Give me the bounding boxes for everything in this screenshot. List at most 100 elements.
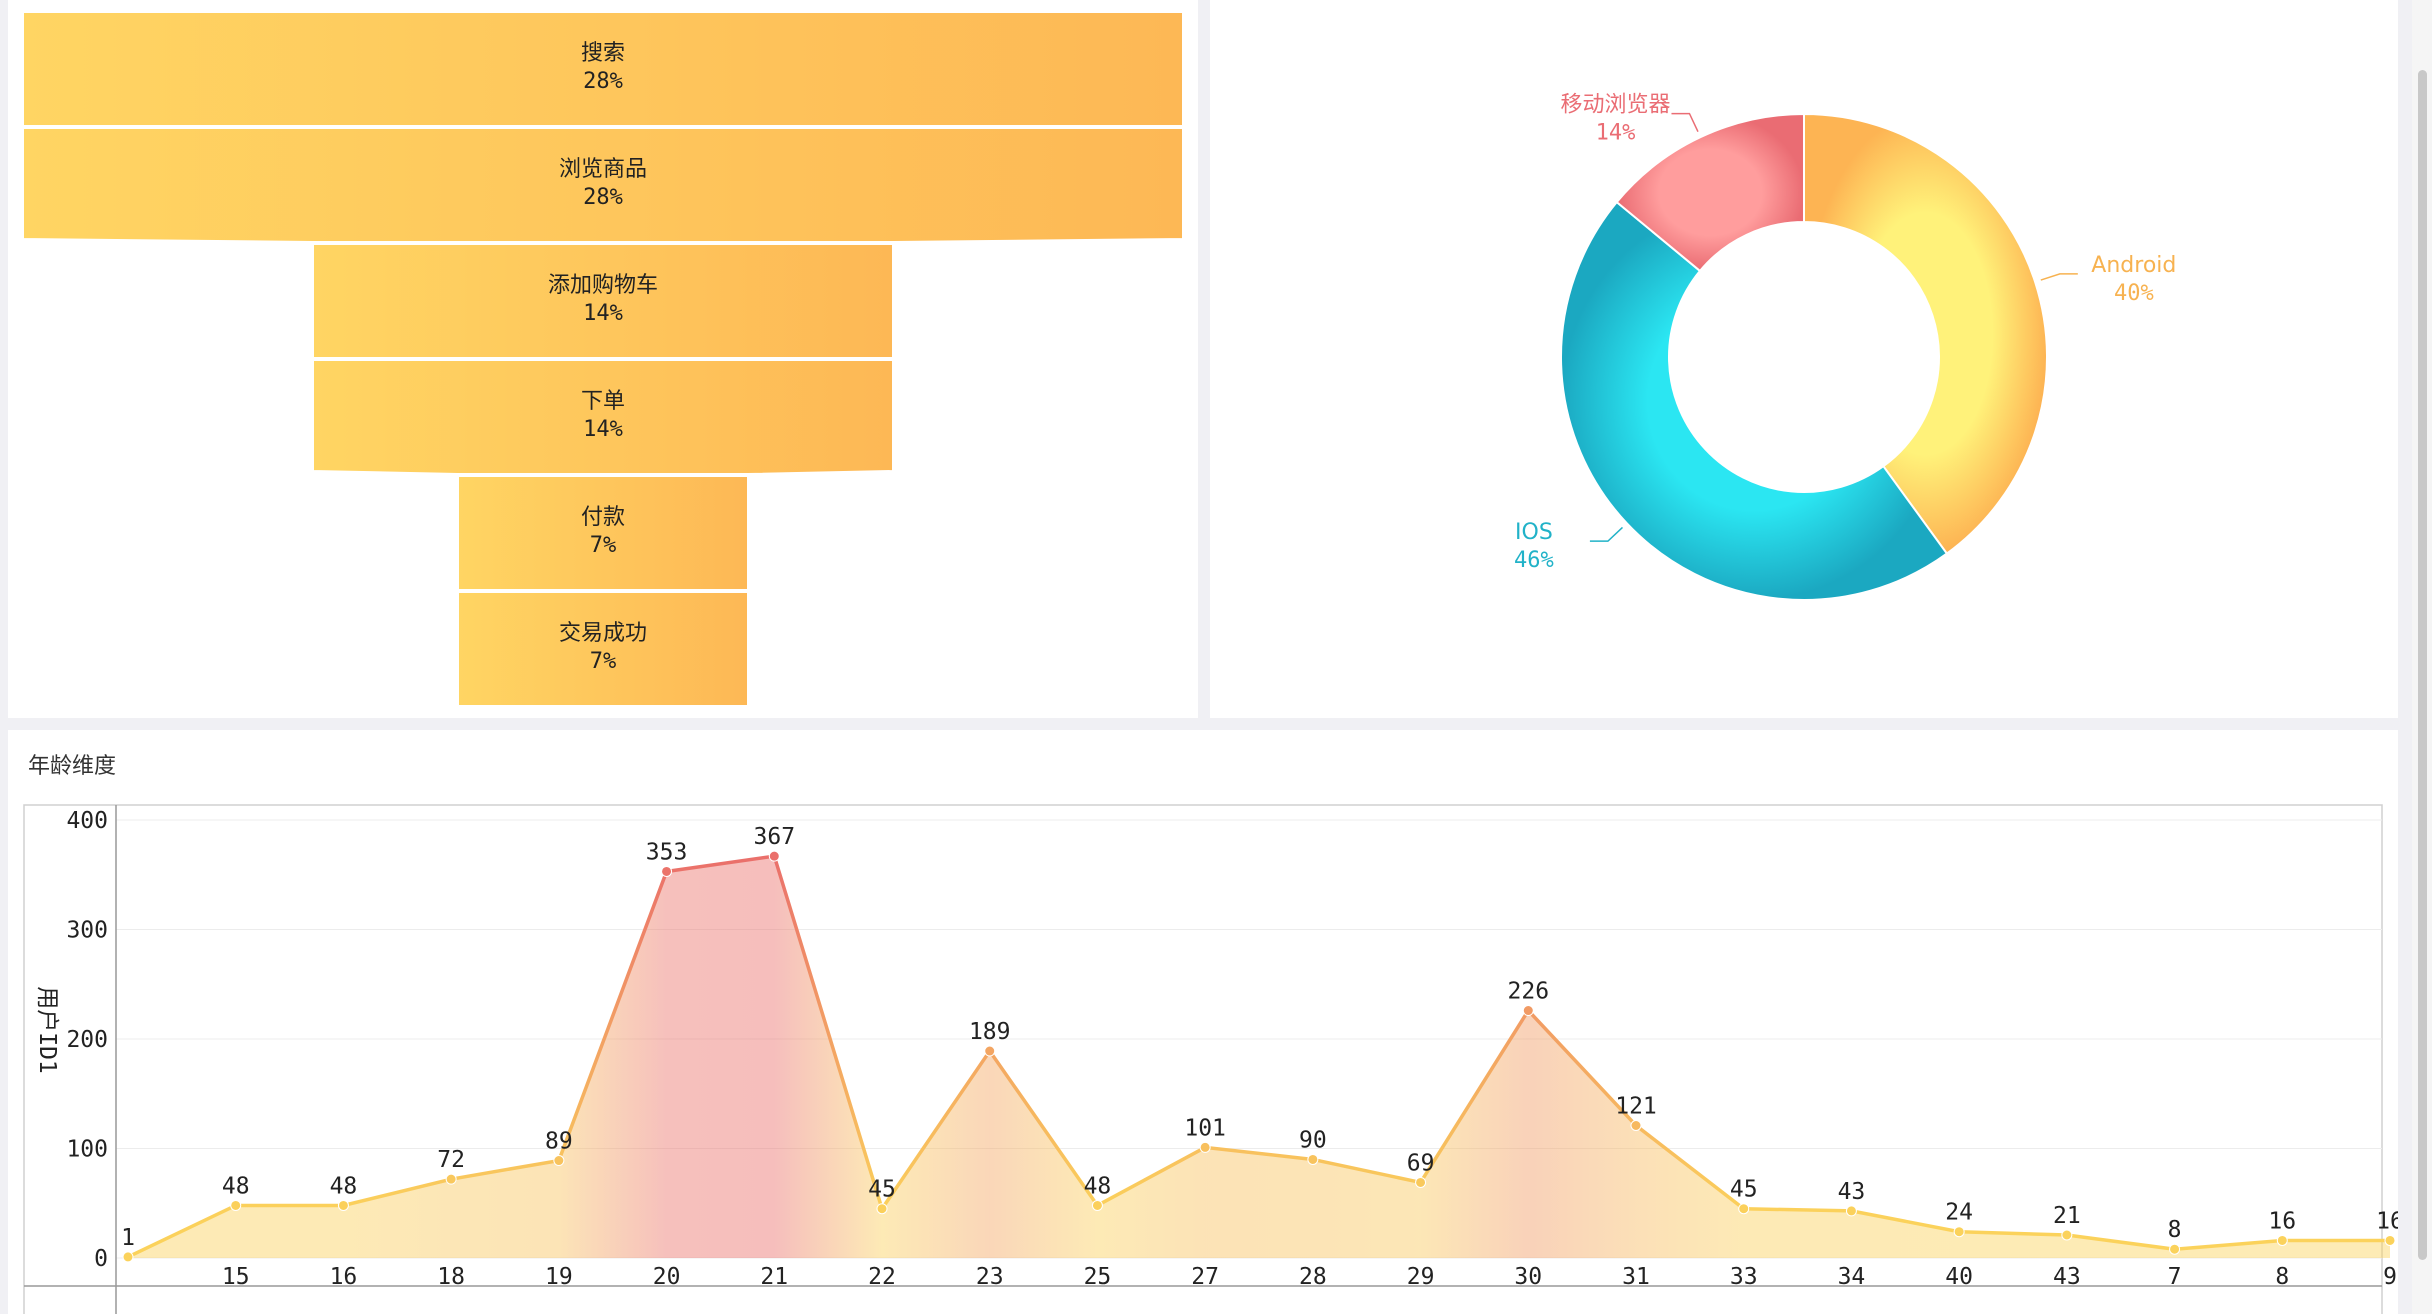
x-tick-label: 19 (545, 1264, 573, 1290)
data-point[interactable] (1953, 1226, 1965, 1238)
x-tick-label: 30 (1514, 1264, 1542, 1290)
data-label: 21 (2053, 1203, 2081, 1229)
x-tick-label: 27 (1191, 1264, 1219, 1290)
y-tick-label: 300 (66, 918, 108, 944)
data-point[interactable] (876, 1203, 888, 1215)
funnel-segment[interactable] (457, 591, 749, 707)
funnel-value-label: 7% (590, 533, 617, 558)
data-point[interactable] (2169, 1243, 2181, 1255)
data-point[interactable] (445, 1173, 457, 1185)
x-tick-label: 18 (437, 1264, 465, 1290)
x-tick-label: 7 (2168, 1264, 2182, 1290)
pie-value-label: 46% (1514, 548, 1554, 573)
data-point[interactable] (1522, 1005, 1534, 1017)
pie-label: 移动浏览器 (1560, 93, 1670, 118)
x-tick-label: 29 (1407, 1264, 1435, 1290)
series-line (127, 854, 2390, 1259)
funnel-segment[interactable] (312, 243, 894, 359)
data-point[interactable] (337, 1199, 349, 1211)
y-tick-label: 0 (94, 1246, 108, 1272)
pie-slice[interactable] (1803, 112, 2048, 555)
data-point[interactable] (2384, 1234, 2396, 1246)
x-tick-label: 40 (1945, 1264, 1973, 1290)
data-label: 121 (1615, 1094, 1657, 1120)
data-point[interactable] (1199, 1141, 1211, 1153)
data-point[interactable] (984, 1045, 996, 1057)
x-tick-label: 43 (2053, 1264, 2081, 1290)
pie-label-line (1589, 526, 1624, 542)
data-label: 226 (1508, 979, 1550, 1005)
plot-frame (23, 804, 2383, 1314)
funnel-value-label: 7% (590, 649, 617, 674)
scrollbar-thumb[interactable] (2418, 70, 2427, 1260)
data-label: 48 (330, 1173, 358, 1199)
data-label: 24 (1945, 1200, 1973, 1226)
funnel-segment[interactable] (312, 359, 894, 475)
data-label: 189 (969, 1019, 1011, 1045)
data-label: 43 (1838, 1179, 1866, 1205)
funnel-segment[interactable] (22, 127, 1184, 243)
data-point[interactable] (2061, 1229, 2073, 1241)
data-point[interactable] (1738, 1203, 1750, 1215)
funnel-segment[interactable] (22, 11, 1184, 127)
data-label: 101 (1184, 1115, 1226, 1141)
data-point[interactable] (230, 1199, 242, 1211)
data-point[interactable] (1415, 1176, 1427, 1188)
y-tick-label: 100 (66, 1137, 108, 1163)
data-label: 367 (754, 824, 796, 850)
pie-panel: Android 40% IOS 46% 移动浏览器 14% (1210, 0, 2398, 718)
age-area-chart: 0100200300400用户ID11481548167218891935320… (23, 804, 2398, 1314)
y-axis-label: 用户ID1 (34, 986, 60, 1074)
data-point[interactable] (768, 850, 780, 862)
funnel-label: 下单 (581, 389, 625, 414)
data-label: 69 (1407, 1150, 1435, 1176)
x-tick-label: 22 (868, 1264, 896, 1290)
data-point[interactable] (1091, 1199, 1103, 1211)
funnel-value-label: 28% (583, 185, 623, 210)
pie-value-label: 40% (2114, 281, 2154, 306)
funnel-label: 交易成功 (559, 621, 647, 646)
x-tick-label: 20 (653, 1264, 681, 1290)
pie-chart: Android 40% IOS 46% 移动浏览器 14% (1514, 93, 2176, 601)
funnel-value-label: 14% (583, 417, 623, 442)
data-point[interactable] (1307, 1153, 1319, 1165)
x-tick-label: 9 (2383, 1264, 2397, 1290)
x-tick-label: 25 (1084, 1264, 1112, 1290)
y-tick-label: 400 (66, 808, 108, 834)
data-label: 45 (868, 1177, 896, 1203)
data-label: 48 (222, 1173, 250, 1199)
x-tick-label: 33 (1730, 1264, 1758, 1290)
x-tick-label: 31 (1622, 1264, 1650, 1290)
pie-label: Android (2091, 253, 2176, 278)
age-chart-panel: 年龄维度 0 100 200 300 400 用户ID1 1 48 15 48 16 72 18 89 19… (8, 730, 2398, 1314)
pie-slice[interactable] (1615, 112, 1805, 273)
funnel-segment[interactable] (457, 475, 749, 591)
data-point[interactable] (122, 1251, 134, 1263)
x-tick-label: 23 (976, 1264, 1004, 1290)
data-label: 90 (1299, 1127, 1327, 1153)
data-label: 8 (2168, 1217, 2182, 1243)
data-label: 45 (1730, 1177, 1758, 1203)
data-point[interactable] (1845, 1205, 1857, 1217)
funnel-label: 浏览商品 (559, 157, 647, 182)
data-point[interactable] (1630, 1120, 1642, 1132)
funnel-chart: 搜索 28% 浏览商品 28% 添加购物车 14% 下单 14% 付款 7% 交易成功 7% (22, 11, 1184, 707)
data-label: 16 (2268, 1208, 2296, 1234)
pie-label-line (2040, 273, 2078, 281)
data-point[interactable] (2276, 1234, 2288, 1246)
funnel-value-label: 14% (583, 301, 623, 326)
pie-slice[interactable] (1560, 200, 1949, 601)
pie-value-label: 14% (1596, 121, 1636, 146)
data-label: 16 (2376, 1208, 2398, 1234)
x-tick-label: 8 (2275, 1264, 2289, 1290)
area-fill (128, 856, 2390, 1258)
data-point[interactable] (661, 865, 673, 877)
x-tick-label: 34 (1838, 1264, 1866, 1290)
data-point[interactable] (553, 1155, 565, 1167)
data-label: 72 (437, 1147, 465, 1173)
funnel-label: 付款 (581, 505, 625, 530)
funnel-panel: 搜索 28% 浏览商品 28% 添加购物车 14% 下单 14% 付款 7% 交易成功 7% (8, 0, 1198, 718)
funnel-value-label: 28% (583, 69, 623, 94)
x-tick-label: 15 (222, 1264, 250, 1290)
y-tick-label: 200 (66, 1027, 108, 1053)
